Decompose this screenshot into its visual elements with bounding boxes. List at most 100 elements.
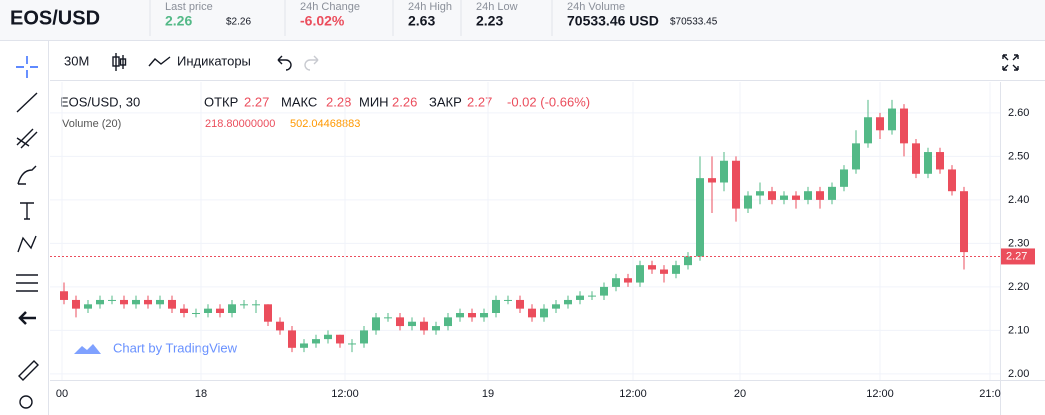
candle-body (876, 117, 884, 131)
candle-body (180, 308, 188, 314)
left-toolbar (16, 56, 39, 409)
x-tick-label: 21:0 (979, 388, 1000, 400)
y-tick-label: 2.30 (1008, 237, 1029, 249)
candle-body (840, 169, 848, 187)
x-tick-label: 12:00 (866, 388, 894, 400)
candle-body (240, 304, 248, 306)
candle-body (420, 321, 428, 331)
redo-button[interactable] (304, 55, 319, 71)
stat-value: 2.23 (476, 13, 503, 29)
candle-body (672, 265, 680, 274)
candle-body (432, 326, 440, 331)
stat-label: 24h Low (476, 1, 518, 13)
prediction-tool[interactable] (16, 274, 38, 292)
candle-body (312, 339, 320, 344)
candle-body (768, 191, 776, 200)
candle-body (900, 108, 908, 144)
candle-body (324, 334, 332, 340)
brush-tool[interactable] (17, 165, 37, 185)
candle-body (492, 299, 500, 314)
legend-change: -0.02 (-0.66%) (507, 94, 590, 109)
candle-body (588, 295, 596, 297)
volume-title: Volume (20) (62, 118, 121, 130)
candle-body (336, 334, 344, 344)
y-tick-label: 2.00 (1008, 368, 1029, 380)
candle-body (372, 317, 380, 331)
stat-value: 2.26 (165, 13, 192, 29)
text-tool[interactable] (20, 202, 34, 220)
candle-body (924, 152, 932, 174)
candle-body (852, 143, 860, 170)
candle-body (708, 178, 716, 183)
watermark: Chart by TradingView (113, 340, 238, 355)
stat-value: 2.63 (408, 13, 435, 29)
crosshair-tool[interactable] (16, 56, 38, 78)
candle-body (696, 178, 704, 257)
legend-open: 2.27 (244, 94, 269, 109)
candle-body (72, 299, 80, 309)
stat-sub: $2.26 (226, 17, 251, 28)
y-tick-label: 2.60 (1008, 107, 1029, 119)
ruler-tool[interactable] (18, 360, 39, 381)
candle-body (936, 152, 944, 170)
interval-button[interactable]: 30M (64, 53, 89, 68)
legend-high-label: МАКС (281, 94, 317, 109)
fullscreen-button[interactable] (1002, 54, 1019, 71)
candle-body (744, 195, 752, 209)
candle-body (564, 299, 572, 305)
candle-body (96, 299, 104, 305)
candle-body (804, 191, 812, 200)
line-tool[interactable] (16, 92, 38, 113)
x-tick-label: 20 (734, 388, 746, 400)
candle-body (888, 108, 896, 131)
stat-label: Last price (165, 1, 213, 13)
candle-body (468, 313, 476, 318)
candle-body (216, 308, 224, 314)
candle-body (732, 160, 740, 209)
candle-body (108, 299, 116, 301)
x-tick-label: 12:00 (619, 388, 647, 400)
y-tick-label: 2.20 (1008, 281, 1029, 293)
volume-value: 218.80000000 (205, 118, 275, 130)
indicators-button[interactable]: Индикаторы (177, 53, 251, 68)
chart-type-button[interactable] (112, 53, 127, 71)
fib-tool[interactable] (16, 128, 38, 149)
legend-title: EOS/USD, 30 (60, 94, 140, 109)
candle-body (300, 343, 308, 348)
candle-body (252, 304, 260, 306)
candle-body (396, 317, 404, 327)
candle-body (576, 295, 584, 300)
last-price-label: 2.27 (1006, 250, 1027, 262)
candle-body (228, 304, 236, 314)
candle-body (480, 313, 488, 318)
pattern-tool[interactable] (17, 235, 37, 253)
undo-button[interactable] (277, 55, 292, 71)
candle-body (540, 308, 548, 318)
candle-body (756, 191, 764, 196)
candle-body (912, 143, 920, 174)
zoom-tool[interactable] (19, 395, 33, 409)
x-tick-label: 12:00 (331, 388, 359, 400)
watermark-logo (74, 344, 101, 354)
legend-close-label: ЗАКР (429, 94, 462, 109)
candle-body (864, 117, 872, 144)
header-bg (0, 0, 1045, 40)
candle-body (408, 321, 416, 327)
symbol: EOS/USD (10, 7, 100, 29)
candle-body (120, 299, 128, 305)
candle-body (504, 299, 512, 301)
stat-label: 24h Change (300, 1, 360, 13)
candle-body (60, 291, 68, 300)
candle-body (360, 330, 368, 344)
candle-body (168, 299, 176, 309)
candle-body (348, 343, 356, 345)
candle-body (552, 304, 560, 309)
candle-body (960, 191, 968, 253)
back-button[interactable] (18, 311, 36, 325)
candle-body (828, 186, 836, 200)
y-tick-label: 2.50 (1008, 150, 1029, 162)
x-tick-label: 00 (56, 388, 68, 400)
x-tick-label: 18 (195, 388, 207, 400)
y-tick-label: 2.10 (1008, 324, 1029, 336)
candle-body (816, 191, 824, 200)
